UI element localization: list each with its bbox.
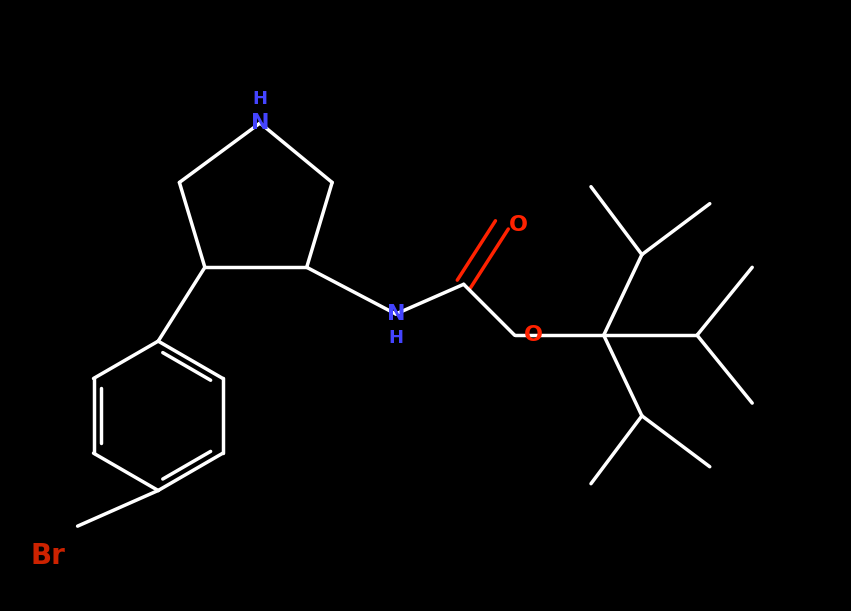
Text: Br: Br — [31, 542, 66, 570]
Text: H: H — [253, 90, 267, 108]
Text: O: O — [510, 215, 528, 235]
Text: O: O — [523, 325, 543, 345]
Text: H: H — [388, 329, 403, 347]
Text: N: N — [386, 304, 405, 324]
Text: N: N — [251, 113, 269, 133]
